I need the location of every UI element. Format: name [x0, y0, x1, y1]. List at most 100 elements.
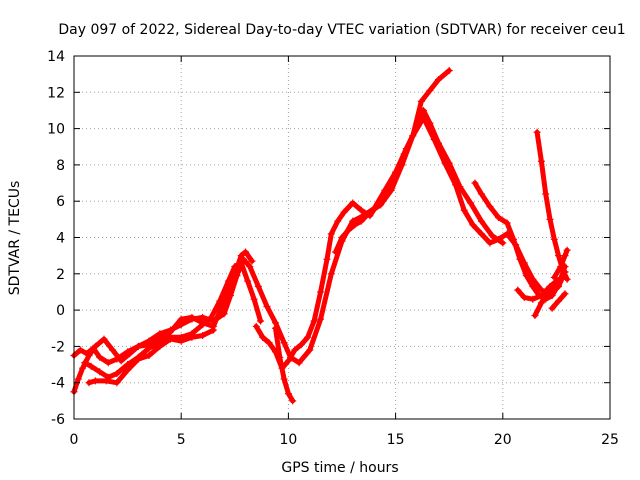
x-tick-label: 20 — [494, 432, 512, 448]
data-point — [166, 328, 174, 336]
data-point — [220, 310, 228, 318]
y-tick-label: -2 — [51, 339, 65, 355]
data-point — [109, 346, 117, 354]
data-point — [166, 335, 174, 343]
data-point — [387, 186, 395, 194]
chart-title: Day 097 of 2022, Sidereal Day-to-day VTE… — [58, 22, 625, 38]
data-point — [349, 199, 357, 207]
data-point — [297, 341, 305, 349]
data-point — [96, 368, 104, 376]
data-point — [117, 357, 125, 365]
data-point — [469, 221, 477, 229]
data-point — [495, 214, 503, 222]
y-tick-label: 14 — [47, 49, 65, 65]
data-point — [417, 97, 425, 105]
data-point — [327, 230, 335, 238]
data-point — [310, 317, 318, 325]
data-point — [334, 217, 342, 225]
data-point — [276, 353, 284, 361]
data-point — [156, 342, 164, 350]
series-track-3 — [70, 248, 256, 396]
data-point — [209, 326, 217, 334]
data-point — [522, 272, 530, 280]
data-point — [430, 135, 438, 143]
x-tick-label: 10 — [279, 432, 297, 448]
y-tick-label: 2 — [56, 267, 65, 283]
data-point — [79, 364, 87, 372]
data-point — [409, 132, 417, 140]
data-point — [304, 333, 312, 341]
data-point — [338, 234, 346, 241]
data-point — [531, 312, 539, 320]
data-point — [145, 341, 153, 349]
data-point — [548, 292, 556, 300]
data-point — [537, 157, 545, 165]
data-point — [460, 206, 468, 214]
y-tick-label: 0 — [56, 303, 65, 319]
data-point — [244, 277, 252, 285]
data-point — [467, 199, 475, 207]
data-point — [419, 114, 427, 122]
series-trace — [551, 247, 570, 280]
data-point — [340, 208, 348, 216]
data-point — [254, 283, 262, 291]
series-track-4 — [85, 326, 217, 387]
data-point — [207, 313, 215, 321]
data-point — [265, 339, 273, 347]
data-point — [237, 252, 245, 260]
series-trace — [532, 269, 568, 318]
data-point — [563, 246, 571, 254]
data-point — [434, 76, 442, 84]
data-point — [499, 239, 507, 247]
data-point — [246, 263, 254, 271]
data-point — [510, 235, 518, 243]
data-point — [520, 293, 528, 301]
data-point — [306, 346, 314, 354]
y-tick-label: 10 — [47, 122, 65, 138]
data-point — [542, 190, 550, 198]
data-point — [257, 317, 265, 325]
series-track-11 — [531, 268, 569, 320]
data-series-group — [70, 67, 571, 405]
data-point — [548, 304, 556, 312]
data-point — [74, 375, 82, 383]
data-point — [477, 230, 485, 238]
series-track-13 — [550, 246, 571, 281]
x-tick-label: 5 — [177, 432, 186, 448]
data-point — [317, 315, 325, 323]
data-point — [537, 299, 545, 307]
data-point — [85, 351, 93, 359]
data-point — [280, 339, 288, 347]
data-point — [291, 346, 299, 354]
data-point — [555, 297, 563, 305]
y-tick-label: 8 — [56, 158, 65, 174]
data-point — [471, 179, 479, 187]
data-point — [323, 255, 331, 263]
data-point — [398, 161, 406, 169]
data-point — [272, 324, 280, 332]
data-point — [156, 335, 164, 343]
series-trace — [472, 180, 568, 302]
data-point — [220, 297, 228, 305]
data-point — [124, 366, 132, 374]
data-point — [188, 333, 196, 341]
data-point — [188, 313, 196, 321]
data-point — [366, 208, 374, 216]
data-point — [199, 332, 207, 340]
data-point — [561, 252, 569, 260]
data-point — [495, 235, 503, 243]
data-point — [555, 252, 563, 260]
data-point — [561, 290, 569, 298]
data-point — [91, 342, 99, 350]
data-point — [544, 288, 552, 296]
data-point — [441, 159, 449, 167]
data-point — [102, 377, 110, 385]
data-point — [550, 235, 558, 243]
data-point — [550, 273, 558, 281]
data-point — [263, 302, 271, 310]
data-point — [87, 362, 95, 370]
data-point — [514, 286, 522, 294]
data-point — [113, 370, 121, 378]
data-point — [177, 315, 185, 323]
